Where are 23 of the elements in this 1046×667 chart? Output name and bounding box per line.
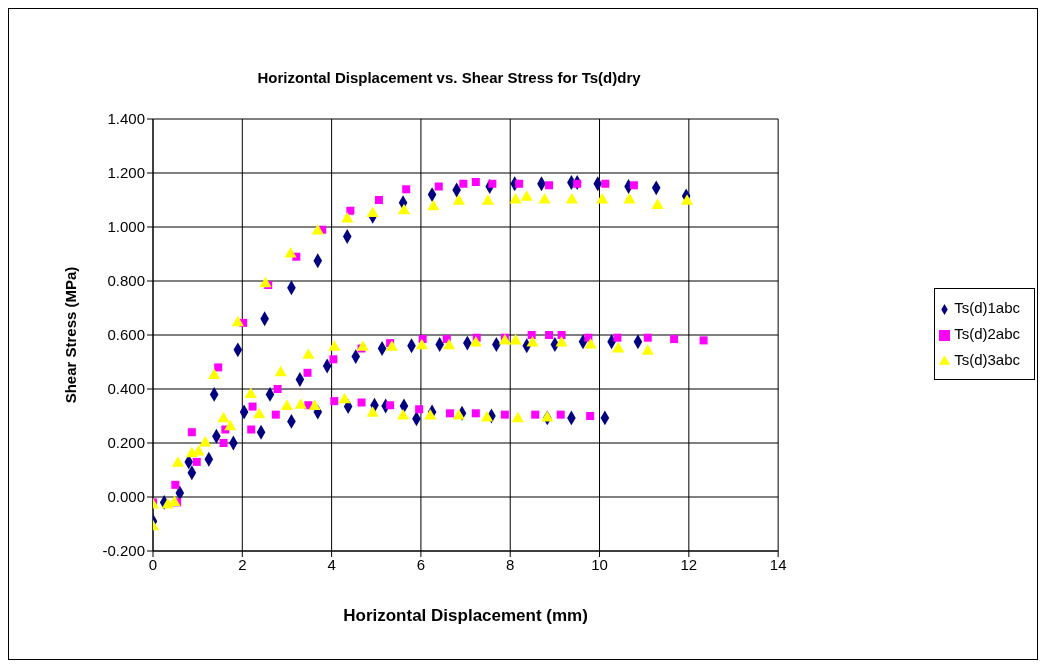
y-tick-label: 0.400 bbox=[107, 380, 145, 398]
y-tick-label: -0.200 bbox=[102, 542, 145, 560]
y-axis-title: Shear Stress (MPa) bbox=[62, 266, 80, 404]
y-tick-label: 0.200 bbox=[107, 434, 145, 452]
y-tick-label: 0.000 bbox=[107, 488, 145, 506]
x-tick-label: 6 bbox=[416, 555, 426, 573]
y-tick-label: 0.800 bbox=[107, 272, 145, 290]
chart-title: Horizontal Displacement vs. Shear Stress for Ts(d)dry bbox=[256, 69, 642, 86]
legend-label: Ts(d)3abc bbox=[954, 351, 1020, 368]
x-tick-label: 14 bbox=[769, 555, 787, 573]
x-tick-label: 2 bbox=[238, 555, 247, 573]
y-tick-label: 0.600 bbox=[107, 326, 145, 344]
y-tick-label: 1.000 bbox=[107, 218, 145, 236]
y-tick-label: 1.400 bbox=[107, 110, 145, 128]
x-tick-label: 0 bbox=[148, 555, 158, 573]
x-tick-label: 12 bbox=[680, 555, 698, 573]
x-axis-title: Horizontal Displacement (mm) bbox=[343, 606, 588, 625]
y-tick-label: 1.200 bbox=[107, 164, 145, 182]
x-tick-label: 8 bbox=[506, 555, 515, 573]
legend-label: Ts(d)1abc bbox=[954, 299, 1020, 316]
legend-label: Ts(d)2abc bbox=[954, 325, 1020, 342]
x-tick-label: 10 bbox=[591, 555, 608, 573]
x-tick-label: 4 bbox=[327, 555, 336, 573]
